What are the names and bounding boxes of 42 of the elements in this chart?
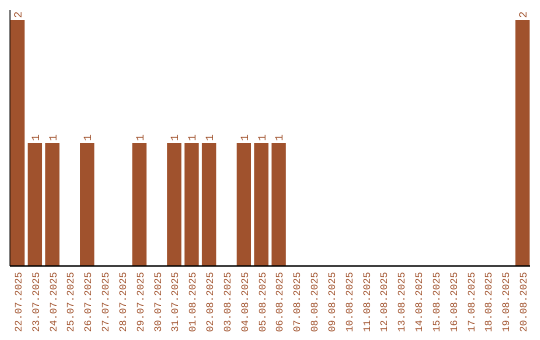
x-tick-label: 22.07.2025 xyxy=(14,272,26,332)
data-label: 1 xyxy=(170,134,182,141)
x-tick-label: 17.08.2025 xyxy=(467,272,478,332)
x-tick-label: 09.08.2025 xyxy=(328,272,339,332)
x-tick-label: 31.07.2025 xyxy=(171,272,182,332)
data-label: 1 xyxy=(188,134,200,141)
data-label: 1 xyxy=(83,134,96,141)
x-tick-label: 15.08.2025 xyxy=(432,272,444,332)
x-tick-label: 28.07.2025 xyxy=(118,272,130,332)
x-tick-label: 25.07.2025 xyxy=(66,272,78,332)
x-tick-label: 03.08.2025 xyxy=(223,272,234,332)
x-tick-label: 26.07.2025 xyxy=(84,272,96,332)
x-tick-label: 10.08.2025 xyxy=(345,272,356,332)
x-tick-label: 30.07.2025 xyxy=(154,272,165,332)
x-tick-label: 20.08.2025 xyxy=(520,272,531,332)
data-label: 2 xyxy=(13,11,26,18)
x-tick-label: 14.08.2025 xyxy=(415,272,426,332)
x-tick-label: 19.08.2025 xyxy=(502,272,514,332)
x-tick-label: 06.08.2025 xyxy=(276,272,287,332)
x-tick-label: 05.08.2025 xyxy=(258,272,270,332)
x-tick-label: 13.08.2025 xyxy=(398,272,409,332)
x-tick-label: 02.08.2025 xyxy=(206,272,218,332)
x-tick-label: 04.08.2025 xyxy=(240,272,252,332)
x-tick-label: 29.07.2025 xyxy=(136,272,148,332)
x-tick-label: 08.08.2025 xyxy=(310,272,322,332)
data-label: 1 xyxy=(30,134,43,141)
x-tick-label: 16.08.2025 xyxy=(450,272,461,332)
data-label: 1 xyxy=(205,134,218,141)
x-tick-label: 23.07.2025 xyxy=(32,272,43,332)
x-tick-label: 24.07.2025 xyxy=(49,272,60,332)
data-label: 1 xyxy=(257,134,270,141)
x-tick-label: 12.08.2025 xyxy=(380,272,392,332)
x-tick-label: 27.07.2025 xyxy=(102,272,113,332)
data-label: 1 xyxy=(48,134,60,141)
data-label: 1 xyxy=(135,134,148,141)
data-label: 2 xyxy=(518,11,531,18)
data-label: 1 xyxy=(240,134,252,141)
x-tick-label: 11.08.2025 xyxy=(362,272,374,332)
x-tick-label: 07.08.2025 xyxy=(293,272,304,332)
x-tick-label: 18.08.2025 xyxy=(484,272,496,332)
data-label: 1 xyxy=(274,134,287,141)
x-tick-label: 01.08.2025 xyxy=(188,272,200,332)
